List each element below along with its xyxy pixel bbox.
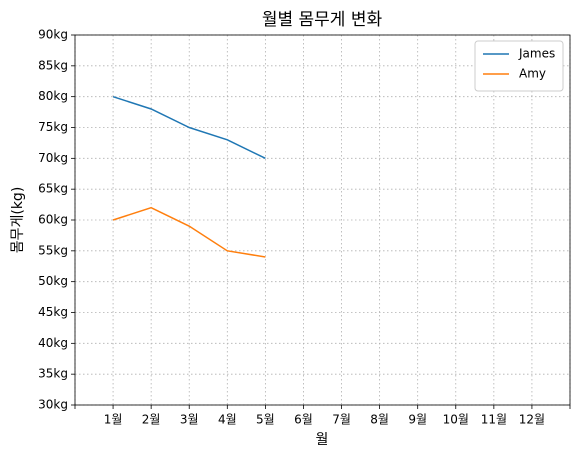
x-tick-label: 7월 bbox=[332, 413, 351, 427]
y-tick-label: 65kg bbox=[38, 182, 68, 196]
y-tick-label: 40kg bbox=[38, 336, 68, 350]
chart-title: 월별 몸무게 변화 bbox=[262, 10, 383, 30]
legend-label: Amy bbox=[519, 67, 546, 81]
x-tick-label: 9월 bbox=[408, 413, 427, 427]
y-tick-label: 30kg bbox=[38, 398, 68, 412]
x-axis-label: 월 bbox=[316, 432, 329, 448]
x-tick-label: 8월 bbox=[370, 413, 389, 427]
line-series bbox=[112, 206, 266, 258]
x-tick-label: 2월 bbox=[142, 413, 161, 427]
plot-frame bbox=[74, 34, 571, 406]
y-tick-label: 85kg bbox=[38, 58, 68, 72]
y-tick-label: 60kg bbox=[38, 213, 68, 227]
y-tick-label: 80kg bbox=[38, 89, 68, 103]
y-tick-label: 90kg bbox=[38, 28, 68, 42]
line-series bbox=[112, 95, 266, 160]
x-tick-label: 6월 bbox=[294, 413, 313, 427]
x-tick-label: 4월 bbox=[218, 413, 237, 427]
x-tick-label: 12월 bbox=[519, 413, 545, 427]
x-tick-label: 11월 bbox=[481, 413, 507, 427]
x-tick-label: 3월 bbox=[180, 413, 199, 427]
legend-label: James bbox=[518, 47, 555, 61]
x-tick-label: 10월 bbox=[443, 413, 469, 427]
y-tick-label: 35kg bbox=[38, 367, 68, 381]
y-axis-label: 몸무게(kg) bbox=[10, 187, 26, 254]
y-tick-label: 70kg bbox=[38, 151, 68, 165]
y-tick-label: 45kg bbox=[38, 305, 68, 319]
y-tick-label: 75kg bbox=[38, 120, 68, 134]
x-tick-label: 1월 bbox=[104, 413, 123, 427]
x-tick-label: 5월 bbox=[256, 413, 275, 427]
y-tick-label: 55kg bbox=[38, 243, 68, 257]
y-tick-label: 50kg bbox=[38, 274, 68, 288]
